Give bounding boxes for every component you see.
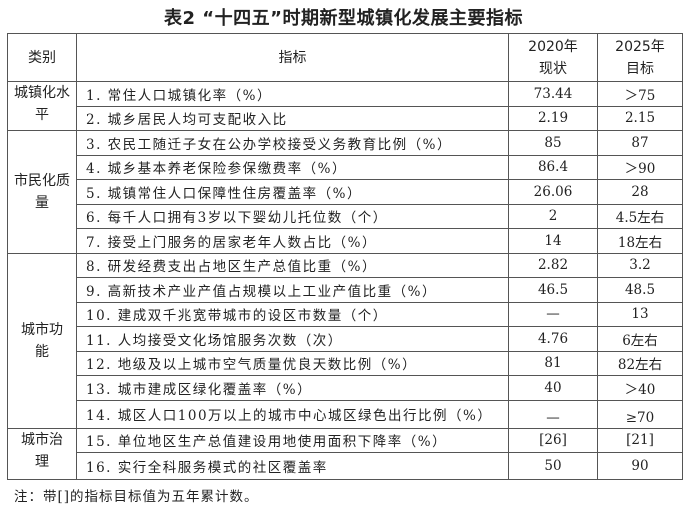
indicator-cell: 15. 单位地区生产总值建设用地使用面积下降率（%）: [76, 427, 509, 453]
value-2025: 87: [597, 130, 683, 156]
value-2020: 81: [508, 350, 598, 376]
indicator-cell: 12. 地级及以上城市空气质量优良天数比例（%）: [76, 350, 509, 376]
value-2020: —: [508, 301, 598, 327]
category-cell: 城市治理: [7, 427, 77, 480]
indicator-cell: 14. 城区人口100万以上的城市中心城区绿色出行比例（%）: [76, 399, 509, 429]
value-2025: 48.5: [597, 277, 683, 303]
indicator-cell: 16. 实行全科服务模式的社区覆盖率: [76, 452, 509, 480]
table-row: 12. 地级及以上城市空气质量优良天数比例（%） 81 82左右: [8, 350, 683, 376]
indicator-cell: 3. 农民工随迁子女在公办学校接受义务教育比例（%）: [76, 130, 509, 156]
header-2020: 2020年现状: [508, 33, 598, 82]
table-row: 10. 建成双千兆宽带城市的设区市数量（个） —13: [8, 301, 683, 327]
indicator-cell: 11. 人均接受文化场馆服务次数（次）: [76, 326, 509, 352]
value-2025: [21]: [597, 427, 683, 453]
table-row: 16. 实行全科服务模式的社区覆盖率 50 90: [8, 452, 683, 480]
category-cell: 市民化质量: [7, 130, 77, 254]
table-row: 市民化质量 3. 农民工随迁子女在公办学校接受义务教育比例（%） 85 87: [7, 130, 683, 254]
indicator-cell: 6. 每千人口拥有3岁以下婴幼儿托位数（个）: [76, 203, 509, 229]
indicator-cell: 1. 常住人口城镇化率（%）: [76, 81, 509, 107]
table-row: 7. 接受上门服务的居家老年人数占比（%） 14 18左右: [8, 228, 683, 254]
table-row: 2. 城乡居民人均可支配收入比 2.19 2.15: [8, 105, 683, 131]
category-cell: 城镇化水平: [7, 81, 77, 131]
value-2020: 73.44: [508, 81, 598, 107]
table-row: 5. 城镇常住人口保障性住房覆盖率（%） 26.06 28: [8, 179, 683, 205]
value-2020: 26.06: [508, 179, 598, 205]
table-title: 表2 “十四五”时期新型城镇化发展主要指标: [164, 8, 523, 29]
value-2020: [26]: [508, 427, 598, 453]
table-row: 13. 城市建成区绿化覆盖率（%） 40 ＞40: [8, 375, 683, 401]
table-row: 14. 城区人口100万以上的城市中心城区绿色出行比例（%） — ≥70: [8, 399, 683, 429]
value-2025: 28: [597, 179, 683, 205]
table-row: 城市治理 15. 单位地区生产总值建设用地使用面积下降率（%） [26] [21]: [7, 427, 683, 480]
header-indicator: 指标: [76, 33, 509, 82]
value-2020: 4.76: [508, 326, 598, 352]
value-2025: 13: [597, 301, 683, 327]
value-2025: 4.5左右: [597, 203, 683, 229]
value-2025: 6左右: [597, 326, 683, 352]
indicator-cell: 7. 接受上门服务的居家老年人数占比（%）: [76, 228, 509, 254]
table-row: 城镇化水平 1. 常住人口城镇化率（%） 73.44 ＞75: [7, 81, 683, 131]
value-2020: 40: [508, 375, 598, 401]
table-row: 城市功能 8. 研发经费支出占地区生产总值比重（%） 2.82 3.2: [7, 252, 683, 429]
value-2025: ≥70: [597, 399, 683, 429]
indicators-table: 类别 指标 2020年现状 2025年目标 城镇化水平 1. 常住人口城镇化率（%…: [7, 33, 683, 480]
table-row: 4. 城乡基本养老保险参保缴费率（%） 86.4 ＞90: [8, 154, 683, 180]
value-2025: 90: [597, 452, 683, 480]
value-2025: ＞75: [597, 81, 683, 107]
indicator-cell: 10. 建成双千兆宽带城市的设区市数量（个）: [76, 301, 509, 327]
table-row: 11. 人均接受文化场馆服务次数（次） 4.76 6左右: [8, 326, 683, 352]
category-cell: 城市功能: [7, 252, 77, 429]
value-2020: 46.5: [508, 277, 598, 303]
indicator-cell: 2. 城乡居民人均可支配收入比: [76, 105, 509, 131]
indicator-cell: 5. 城镇常住人口保障性住房覆盖率（%）: [76, 179, 509, 205]
header-2025: 2025年目标: [597, 33, 683, 82]
value-2025: 2.15: [597, 105, 683, 131]
table-row: 6. 每千人口拥有3岁以下婴幼儿托位数（个） 2 4.5左右: [8, 203, 683, 229]
value-2025: 3.2: [597, 252, 683, 278]
value-2025: ＞40: [597, 375, 683, 401]
value-2020: 2.82: [508, 252, 598, 278]
value-2020: 14: [508, 228, 598, 254]
value-2020: 86.4: [508, 154, 598, 180]
indicator-cell: 13. 城市建成区绿化覆盖率（%）: [76, 375, 509, 401]
indicator-cell: 8. 研发经费支出占地区生产总值比重（%）: [76, 252, 509, 278]
value-2020: 50: [508, 452, 598, 480]
value-2020: 2: [508, 203, 598, 229]
indicator-cell: 9. 高新技术产业产值占规模以上工业产值比重（%）: [76, 277, 509, 303]
indicator-cell: 4. 城乡基本养老保险参保缴费率（%）: [76, 154, 509, 180]
value-2020: 2.19: [508, 105, 598, 131]
table-row: 9. 高新技术产业产值占规模以上工业产值比重（%） 46.5 48.5: [8, 277, 683, 303]
value-2025: ＞90: [597, 154, 683, 180]
header-category: 类别: [7, 33, 77, 82]
footnote: 注：带[]的指标目标值为五年累计数。: [14, 489, 259, 505]
value-2025: 82左右: [597, 350, 683, 376]
value-2025: 18左右: [597, 228, 683, 254]
value-2020: —: [508, 399, 598, 429]
value-2020: 85: [508, 130, 598, 156]
